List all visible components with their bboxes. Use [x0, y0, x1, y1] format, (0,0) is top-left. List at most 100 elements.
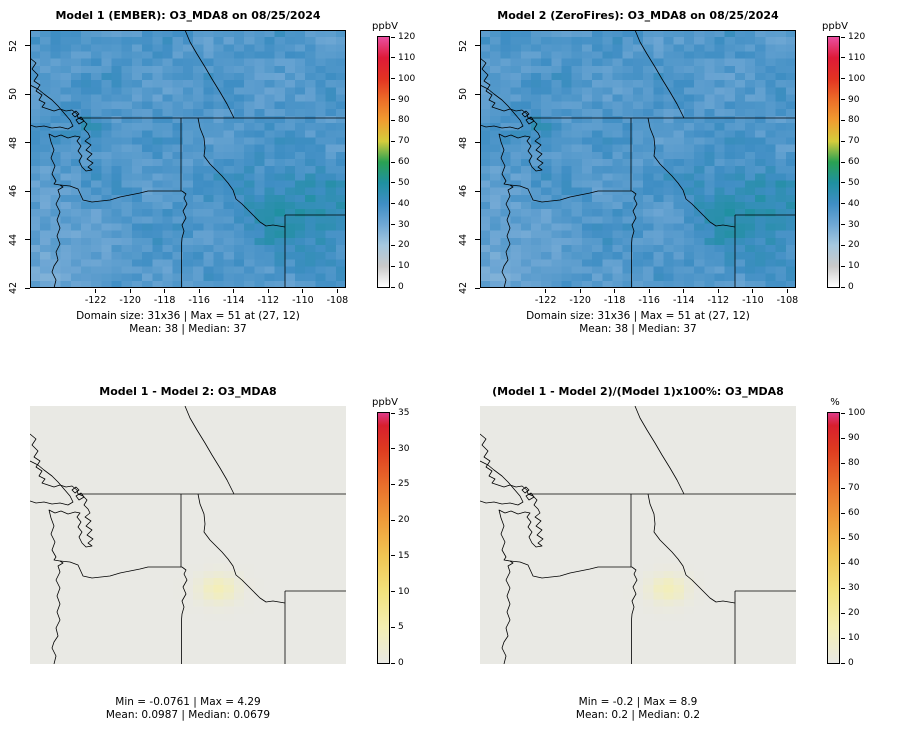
colorbar-tick: [841, 487, 845, 489]
colorbar-tick: [841, 662, 845, 664]
y-axis-tick: [25, 93, 30, 95]
x-axis-tick: [579, 289, 581, 293]
caption-line2: Mean: 0.2 | Median: 0.2: [575, 709, 701, 721]
colorbar-tick-label: 100: [848, 73, 866, 84]
y-axis-tick-label: 52: [458, 39, 469, 52]
colorbar-tick-label: 70: [398, 136, 410, 147]
x-axis-tick-label: -114: [223, 295, 245, 306]
colorbar-tick: [841, 265, 845, 267]
colorbar-tick-label: 70: [848, 483, 860, 493]
panel-title: Model 1 (EMBER): O3_MDA8 on 08/25/2024: [55, 9, 321, 22]
colorbar-tick: [391, 203, 395, 205]
x-axis-tick: [336, 289, 338, 293]
colorbar-unit-label: ppbV: [822, 21, 848, 32]
caption: Domain size: 31x36 | Max = 51 at (27, 12…: [480, 310, 796, 336]
x-axis-tick-label: -108: [776, 295, 799, 306]
colorbar-tick-label: 25: [398, 479, 410, 490]
map-canvas: [480, 406, 796, 664]
panel-title: (Model 1 - Model 2)/(Model 1)x100%: O3_M…: [492, 385, 784, 398]
x-axis-tick: [786, 289, 788, 293]
y-axis-tick: [475, 142, 480, 144]
colorbar-tick: [391, 224, 395, 225]
colorbar-tick: [391, 483, 395, 485]
colorbar-tick: [391, 555, 395, 557]
colorbar-tick: [841, 612, 845, 614]
y-axis-tick-label: 46: [458, 185, 469, 198]
colorbar-tick-label: 35: [398, 408, 410, 418]
colorbar-tick: [391, 662, 395, 664]
caption-line2: Mean: 38 | Median: 37: [129, 323, 247, 335]
colorbar-tick: [391, 119, 395, 121]
x-axis-tick-label: -110: [742, 295, 764, 306]
x-axis-tick: [683, 289, 685, 293]
colorbar-tick: [391, 448, 395, 450]
colorbar-tick-label: 10: [398, 261, 410, 272]
colorbar-tick-label: 110: [398, 52, 416, 63]
colorbar-tick-label: 60: [848, 157, 860, 167]
panel-title: Model 2 (ZeroFires): O3_MDA8 on 08/25/20…: [497, 9, 779, 22]
colorbar-tick: [841, 78, 845, 80]
caption-line1: Domain size: 31x36 | Max = 51 at (27, 12…: [76, 310, 300, 322]
y-axis-tick: [475, 45, 480, 47]
colorbar-tick: [391, 244, 395, 246]
colorbar-tick: [391, 36, 395, 38]
y-axis-tick: [475, 239, 480, 241]
colorbar-tick-label: 0: [398, 282, 404, 292]
y-axis-tick-label: 48: [458, 136, 469, 149]
caption-line1: Domain size: 31x36 | Max = 51 at (27, 12…: [526, 310, 750, 322]
colorbar-tick-label: 60: [398, 157, 410, 167]
y-axis-tick: [475, 93, 480, 95]
colorbar-tick-label: 30: [848, 219, 860, 230]
y-axis-tick-label: 42: [458, 281, 469, 295]
colorbar-tick: [391, 140, 395, 142]
x-axis-tick-label: -116: [638, 295, 660, 306]
colorbar-tick-label: 30: [398, 219, 410, 230]
colorbar-tick: [841, 637, 845, 639]
x-axis-tick-label: -120: [119, 295, 141, 306]
x-axis-tick-label: -120: [569, 295, 591, 306]
colorbar-tick-label: 10: [398, 586, 410, 597]
panel-model2: Model 2 (ZeroFires): O3_MDA8 on 08/25/20…: [450, 0, 900, 376]
x-axis-tick-label: -122: [84, 295, 107, 306]
colorbar-tick-label: 40: [398, 198, 410, 209]
y-axis-tick-label: 42: [8, 281, 19, 295]
panel-model1: Model 1 (EMBER): O3_MDA8 on 08/25/2024 p…: [0, 0, 450, 376]
colorbar-tick: [841, 224, 845, 225]
colorbar-tick-label: 100: [848, 408, 866, 418]
colorbar-tick: [841, 437, 845, 439]
x-axis-tick: [752, 289, 754, 293]
colorbar-tick-label: 0: [398, 658, 404, 668]
x-axis-tick: [302, 289, 304, 293]
caption: Min = -0.0761 | Max = 4.29 Mean: 0.0987 …: [30, 696, 346, 722]
colorbar-tick: [391, 412, 395, 414]
x-axis-tick: [614, 289, 616, 293]
colorbar-tick-label: 15: [398, 550, 410, 561]
colorbar-gradient: [377, 412, 390, 664]
x-axis-tick: [95, 289, 97, 293]
colorbar-tick-label: 20: [398, 240, 410, 251]
colorbar-tick: [391, 591, 395, 593]
colorbar-tick-label: 5: [398, 622, 404, 633]
x-axis-tick: [129, 289, 131, 293]
colorbar-tick-label: 70: [848, 136, 860, 147]
colorbar-tick: [841, 512, 845, 514]
colorbar-tick: [841, 161, 845, 163]
caption-line2: Mean: 38 | Median: 37: [579, 323, 697, 335]
state-boundaries: [30, 30, 346, 288]
y-axis-tick: [25, 45, 30, 47]
state-boundaries: [480, 406, 796, 664]
caption: Min = -0.2 | Max = 8.9 Mean: 0.2 | Media…: [480, 696, 796, 722]
colorbar-tick: [841, 412, 845, 414]
colorbar-tick: [391, 519, 395, 521]
colorbar-tick-label: 80: [848, 115, 860, 126]
y-axis-tick-label: 48: [8, 136, 19, 149]
colorbar-tick: [391, 78, 395, 80]
colorbar-tick-label: 30: [848, 583, 860, 593]
colorbar-tick: [841, 119, 845, 121]
colorbar-tick: [841, 244, 845, 246]
colorbar-tick: [841, 182, 845, 184]
caption-line1: Min = -0.2 | Max = 8.9: [578, 696, 698, 708]
x-axis-tick: [198, 289, 200, 293]
y-axis-tick-label: 50: [458, 88, 469, 101]
